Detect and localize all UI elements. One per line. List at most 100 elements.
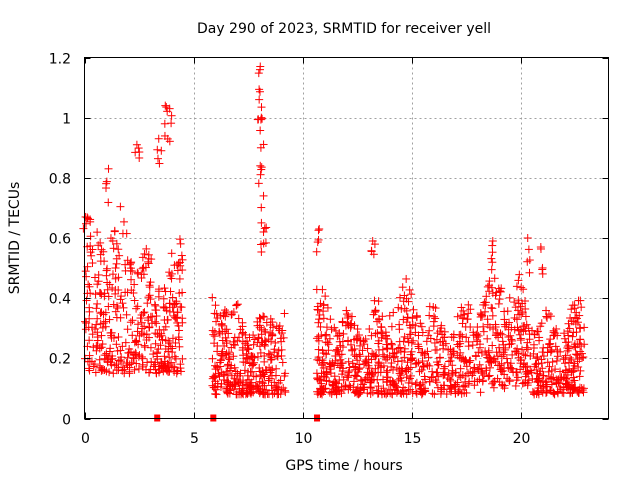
data-point (278, 358, 287, 367)
data-point (267, 355, 276, 364)
data-point (399, 337, 408, 346)
data-point (514, 296, 523, 305)
data-point (88, 259, 97, 268)
data-point (109, 300, 118, 309)
data-point (86, 248, 95, 257)
data-point (573, 340, 582, 349)
data-point (338, 317, 347, 326)
data-point (152, 306, 161, 315)
data-point (402, 364, 411, 373)
data-point (317, 369, 326, 378)
data-point (238, 343, 247, 352)
data-point (243, 389, 252, 398)
data-point (208, 293, 217, 302)
data-point (139, 308, 148, 317)
data-point (220, 327, 229, 336)
data-point (487, 283, 496, 292)
data-point (229, 308, 238, 317)
data-point (440, 370, 449, 379)
data-point (106, 234, 115, 243)
data-point (242, 349, 251, 358)
data-point (259, 140, 268, 149)
data-point (104, 164, 113, 173)
data-point (111, 263, 120, 272)
data-point (109, 369, 118, 378)
data-point (490, 274, 499, 283)
data-point (110, 361, 119, 370)
data-point (91, 325, 100, 334)
data-point (473, 330, 482, 339)
data-point (160, 316, 169, 325)
data-point (411, 387, 420, 396)
data-point (229, 352, 238, 361)
data-point (430, 312, 439, 321)
data-point (511, 381, 520, 390)
data-point (390, 381, 399, 390)
data-point (109, 244, 118, 253)
data-point (420, 350, 429, 359)
data-point (486, 363, 495, 372)
data-point (273, 352, 282, 361)
data-point (553, 352, 562, 361)
data-point (144, 293, 153, 302)
data-point (510, 298, 519, 307)
data-point (212, 309, 221, 318)
data-point (485, 371, 494, 380)
data-point (386, 376, 395, 385)
data-point (491, 320, 500, 329)
data-point (125, 363, 134, 372)
data-point (110, 227, 119, 236)
data-point (353, 356, 362, 365)
data-point (99, 247, 108, 256)
data-point (121, 338, 130, 347)
data-point (159, 325, 168, 334)
data-point (535, 370, 544, 379)
data-point (101, 317, 110, 326)
data-point (122, 359, 131, 368)
data-point (133, 327, 142, 336)
data-point (102, 349, 111, 358)
data-point (408, 314, 417, 323)
data-point (155, 332, 164, 341)
data-point (484, 357, 493, 366)
data-point (161, 287, 170, 296)
data-point (385, 311, 394, 320)
data-point (165, 137, 174, 146)
data-point (148, 312, 157, 321)
data-point (108, 270, 117, 279)
data-point (402, 390, 411, 399)
data-point (85, 282, 94, 291)
data-point (477, 348, 486, 357)
data-point (241, 339, 250, 348)
data-point (119, 217, 128, 226)
data-point (153, 145, 162, 154)
data-point (521, 304, 530, 313)
data-point (268, 365, 277, 374)
data-point (142, 244, 151, 253)
data-point (168, 334, 177, 343)
data-point (440, 362, 449, 371)
data-point (132, 337, 141, 346)
data-point (152, 368, 161, 377)
data-point (322, 330, 331, 339)
data-point (123, 325, 132, 334)
data-point (360, 340, 369, 349)
data-point (222, 367, 231, 376)
data-point (512, 315, 521, 324)
data-point (514, 299, 523, 308)
data-point (339, 329, 348, 338)
data-point (241, 380, 250, 389)
data-point (112, 239, 121, 248)
data-point (497, 359, 506, 368)
data-point (464, 337, 473, 346)
data-point (314, 306, 323, 315)
data-point (526, 351, 535, 360)
data-point (140, 330, 149, 339)
data-point (222, 325, 231, 334)
data-point (97, 245, 106, 254)
data-point (130, 296, 139, 305)
data-point (217, 320, 226, 329)
data-point (257, 371, 266, 380)
data-point (259, 191, 268, 200)
data-point (453, 312, 462, 321)
